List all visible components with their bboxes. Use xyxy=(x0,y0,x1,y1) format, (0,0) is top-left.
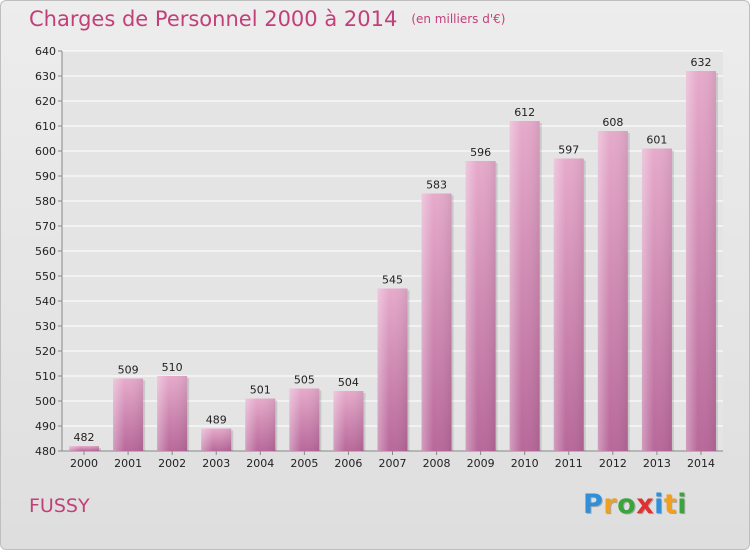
bar-2003 xyxy=(201,428,234,451)
data-label: 545 xyxy=(382,274,403,287)
data-label: 510 xyxy=(162,361,183,374)
data-label: 509 xyxy=(118,364,139,377)
bar-2009 xyxy=(465,161,498,451)
y-tick-label: 600 xyxy=(35,145,56,158)
bar-2011 xyxy=(553,158,586,451)
data-label: 504 xyxy=(338,376,359,389)
bar-shading xyxy=(597,131,628,451)
logo-letter: r xyxy=(603,489,618,520)
bar-shading xyxy=(641,148,672,451)
y-tick-label: 560 xyxy=(35,245,56,258)
bar-2010 xyxy=(509,121,542,451)
bar-shading xyxy=(377,288,408,451)
bar-shading xyxy=(333,391,364,451)
bar-shading xyxy=(69,446,100,451)
y-tick-label: 530 xyxy=(35,320,56,333)
data-label: 482 xyxy=(74,431,95,444)
x-tick-label: 2011 xyxy=(555,457,583,470)
logo-letter: x xyxy=(636,489,655,520)
data-label: 596 xyxy=(470,146,491,159)
bar-2000 xyxy=(69,446,102,451)
bar-shading xyxy=(113,378,144,451)
x-tick-label: 2014 xyxy=(687,457,715,470)
x-tick-label: 2009 xyxy=(467,457,495,470)
proxiti-logo: Proxiti xyxy=(583,489,687,520)
x-tick-label: 2002 xyxy=(158,457,186,470)
y-tick-label: 570 xyxy=(35,220,56,233)
bar-2008 xyxy=(421,193,454,451)
y-tick-label: 630 xyxy=(35,70,56,83)
logo-letter: i xyxy=(677,489,688,520)
y-tick-label: 610 xyxy=(35,120,56,133)
y-tick-label: 540 xyxy=(35,295,56,308)
bar-shading xyxy=(421,193,452,451)
bar-shading xyxy=(245,398,276,451)
y-tick-label: 620 xyxy=(35,95,56,108)
x-tick-label: 2013 xyxy=(643,457,671,470)
x-tick-label: 2008 xyxy=(423,457,451,470)
bar-shading xyxy=(509,121,540,451)
data-label: 612 xyxy=(514,106,535,119)
x-tick-label: 2001 xyxy=(114,457,142,470)
x-tick-label: 2007 xyxy=(379,457,407,470)
bar-shading xyxy=(465,161,496,451)
bar-2006 xyxy=(333,391,366,451)
y-tick-label: 590 xyxy=(35,170,56,183)
bar-2007 xyxy=(377,288,410,451)
data-label: 505 xyxy=(294,374,315,387)
y-tick-label: 510 xyxy=(35,370,56,383)
y-tick-label: 480 xyxy=(35,445,56,458)
data-label: 501 xyxy=(250,384,271,397)
bar-shading xyxy=(553,158,584,451)
logo-letter: t xyxy=(663,489,678,520)
x-tick-label: 2003 xyxy=(202,457,230,470)
x-tick-label: 2010 xyxy=(511,457,539,470)
chart-title: Charges de Personnel 2000 à 2014 (en mill… xyxy=(29,7,505,31)
data-label: 601 xyxy=(646,134,667,147)
bar-2012 xyxy=(597,131,630,451)
data-label: 583 xyxy=(426,179,447,192)
logo-letter: o xyxy=(617,489,637,520)
x-tick-label: 2004 xyxy=(246,457,274,470)
y-tick-label: 550 xyxy=(35,270,56,283)
bar-shading xyxy=(685,71,716,451)
data-label: 597 xyxy=(558,144,579,157)
bar-2004 xyxy=(245,398,278,451)
bar-2014 xyxy=(685,71,718,451)
bar-2002 xyxy=(157,376,190,451)
logo-letter: P xyxy=(583,489,604,520)
data-label: 608 xyxy=(602,116,623,129)
data-label: 632 xyxy=(690,56,711,69)
bar-shading xyxy=(289,388,320,451)
x-tick-label: 2000 xyxy=(70,457,98,470)
y-tick-label: 500 xyxy=(35,395,56,408)
bar-2005 xyxy=(289,388,322,451)
data-label: 489 xyxy=(206,414,227,427)
chart-subtitle: (en milliers d'€) xyxy=(411,12,506,26)
y-tick-label: 490 xyxy=(35,420,56,433)
bar-2001 xyxy=(113,378,146,451)
x-tick-label: 2006 xyxy=(334,457,362,470)
y-tick-label: 580 xyxy=(35,195,56,208)
logo-letter: i xyxy=(654,489,664,520)
y-tick-label: 520 xyxy=(35,345,56,358)
x-tick-label: 2012 xyxy=(599,457,627,470)
bar-shading xyxy=(201,428,232,451)
x-tick-label: 2005 xyxy=(290,457,318,470)
y-tick-label: 640 xyxy=(35,45,56,58)
bar-2013 xyxy=(641,148,674,451)
commune-name: FUSSY xyxy=(29,495,90,517)
bar-shading xyxy=(157,376,188,451)
chart-title-text: Charges de Personnel 2000 à 2014 xyxy=(29,7,398,31)
